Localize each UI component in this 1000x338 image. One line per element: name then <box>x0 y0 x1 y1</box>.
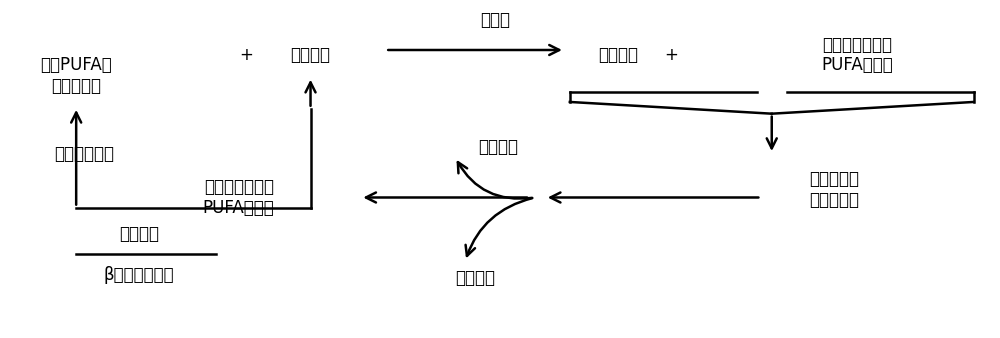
Text: 棕榈硬脂: 棕榈硬脂 <box>478 138 518 156</box>
Text: 脂肪酶: 脂肪酶 <box>480 11 510 29</box>
Text: 溶剂解络回收: 溶剂解络回收 <box>54 145 114 163</box>
Text: 棕榈酸和未反应
PUFA混合物: 棕榈酸和未反应 PUFA混合物 <box>203 178 275 217</box>
Text: β－环糊精包合: β－环糊精包合 <box>104 266 174 284</box>
Text: 富含PUFA脂
脂酸混合物: 富含PUFA脂 脂酸混合物 <box>40 56 112 95</box>
Text: 尿素包合: 尿素包合 <box>119 225 159 243</box>
Text: +: + <box>665 46 678 64</box>
Text: +: + <box>239 46 253 64</box>
Text: 梯度低温冷
冻结晶分离: 梯度低温冷 冻结晶分离 <box>809 170 859 209</box>
Text: 棕榈酸和未反应
PUFA混合物: 棕榈酸和未反应 PUFA混合物 <box>821 35 893 74</box>
Text: 棕榈硬脂: 棕榈硬脂 <box>291 46 331 64</box>
Text: 结构脂质: 结构脂质 <box>598 46 638 64</box>
Text: 结构脂质: 结构脂质 <box>455 269 495 287</box>
